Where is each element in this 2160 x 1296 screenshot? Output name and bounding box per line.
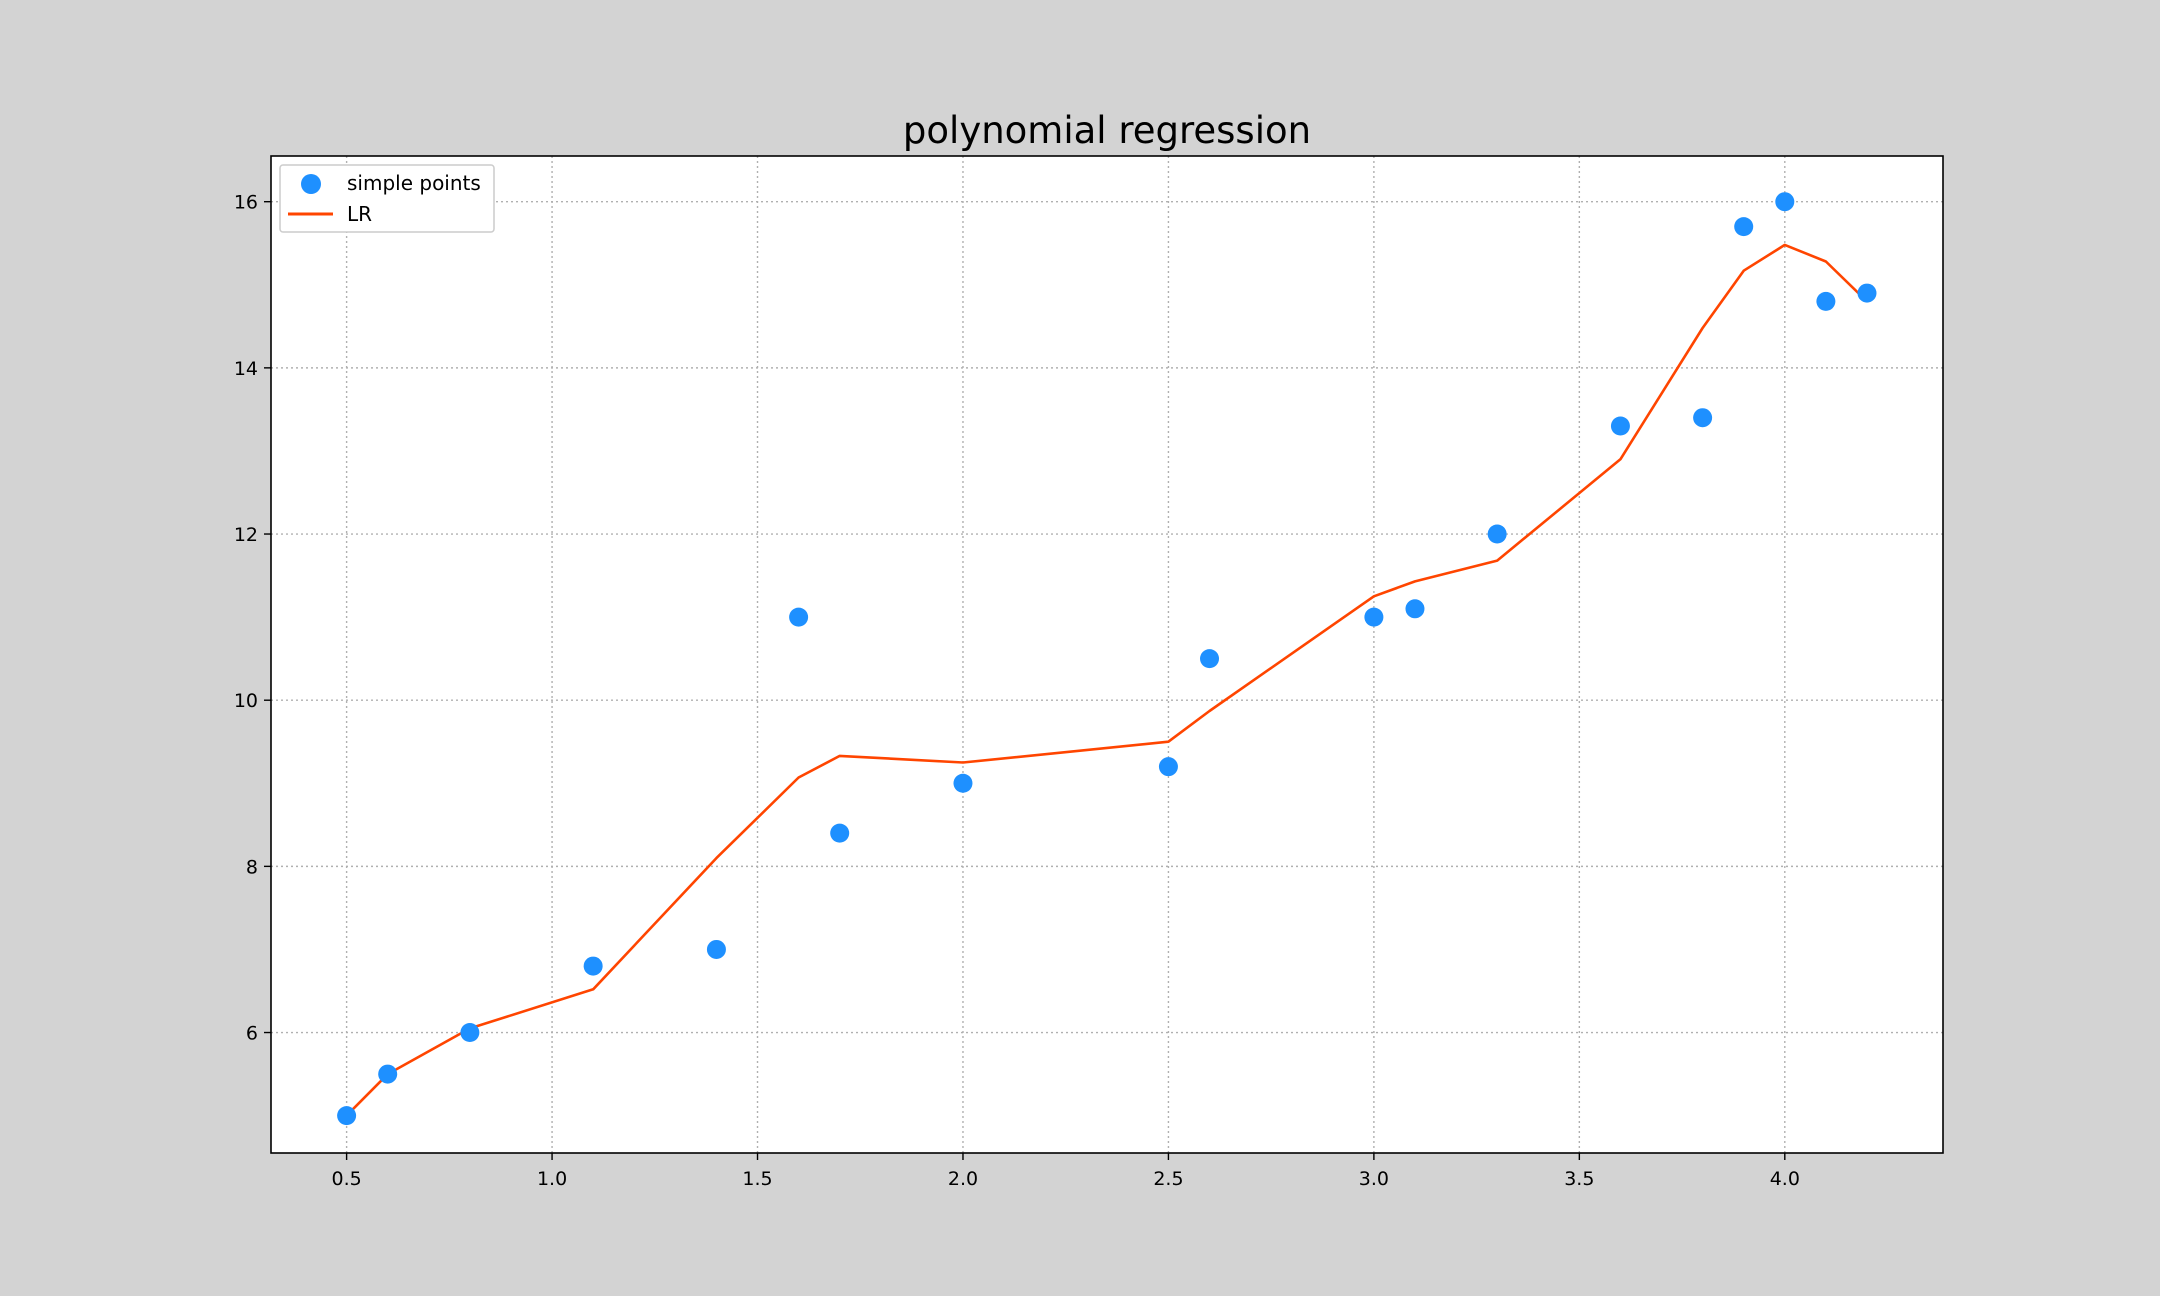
scatter-point [1610, 416, 1630, 436]
scatter-point [1857, 283, 1877, 303]
scatter-point [1405, 599, 1425, 619]
scatter-point [1364, 607, 1384, 627]
x-tick-label: 0.5 [331, 1168, 361, 1190]
scatter-point [460, 1023, 480, 1043]
scatter-point [1816, 291, 1836, 311]
y-tick-label: 14 [234, 358, 258, 380]
scatter-point [706, 939, 726, 959]
scatter-point [1158, 757, 1178, 777]
scatter-point [830, 823, 850, 843]
legend: simple points LR [279, 164, 495, 233]
x-axis: 0.5 1.0 1.5 2.0 2.5 3.0 3.5 4.0 [331, 1153, 1800, 1190]
plot-frame [270, 155, 1944, 1154]
legend-marker-points [301, 174, 321, 194]
scatter-point [1734, 217, 1754, 237]
line-layer [345, 243, 1868, 1117]
scatter-point [1487, 524, 1507, 544]
y-tick-label: 6 [246, 1023, 258, 1045]
chart-title: polynomial regression [903, 109, 1311, 152]
x-tick-label: 3.0 [1359, 1168, 1389, 1190]
scatter-point [1200, 649, 1220, 669]
x-tick-label: 2.0 [948, 1168, 978, 1190]
legend-label-points: simple points [347, 171, 481, 195]
x-tick-label: 3.5 [1564, 1168, 1594, 1190]
y-tick-label: 12 [234, 524, 258, 546]
legend-box [279, 164, 495, 233]
x-tick-label: 1.5 [742, 1168, 772, 1190]
scatter-point [337, 1106, 357, 1126]
scatter-point [1775, 192, 1795, 212]
y-tick-label: 8 [246, 856, 258, 878]
scatter-point [789, 607, 809, 627]
legend-label-line: LR [347, 202, 372, 226]
scatter-point [378, 1064, 398, 1084]
regression-line [345, 243, 1868, 1117]
scatter-point [583, 956, 603, 976]
plot-area [271, 156, 1943, 1153]
scatter-point [953, 773, 973, 793]
y-tick-label: 16 [234, 192, 258, 214]
y-axis: 6 8 10 12 14 16 [234, 192, 271, 1045]
scatter-point [1693, 408, 1713, 428]
x-tick-label: 4.0 [1770, 1168, 1800, 1190]
y-tick-label: 10 [234, 690, 258, 712]
points-layer [337, 192, 1877, 1126]
x-tick-label: 1.0 [537, 1168, 567, 1190]
x-tick-label: 2.5 [1153, 1168, 1183, 1190]
grid [271, 156, 1943, 1153]
